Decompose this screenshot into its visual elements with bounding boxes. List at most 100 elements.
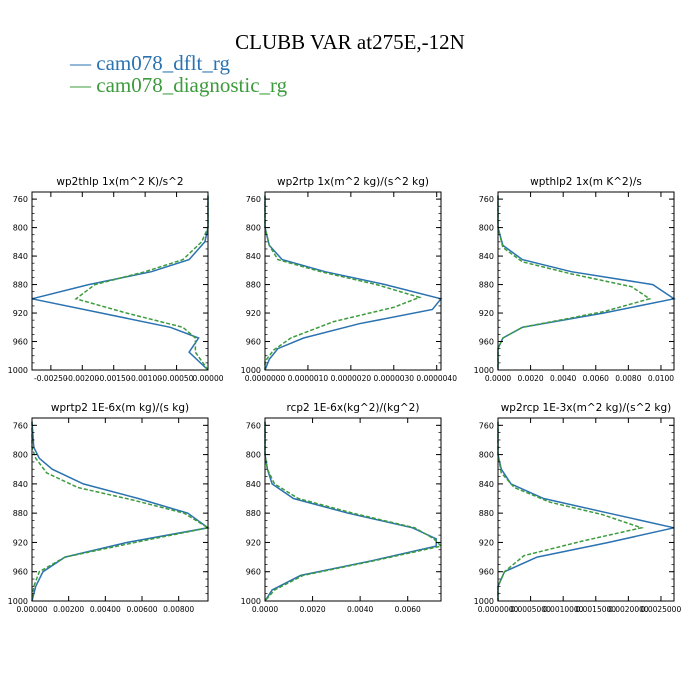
y-tick-label: 880	[246, 281, 261, 290]
y-tick-label: 1000	[241, 597, 261, 606]
series-line	[497, 195, 652, 370]
y-tick-label: 760	[246, 195, 261, 204]
x-tick-label: 0.0015000	[575, 605, 616, 614]
x-tick-label: 0.0040	[550, 374, 576, 383]
y-tick-label: 760	[13, 195, 28, 204]
x-tick-label: 0.0000040	[416, 374, 457, 383]
y-tick-label: 800	[13, 224, 28, 233]
y-tick-label: 760	[479, 195, 494, 204]
x-tick-label: 0.00400	[90, 605, 121, 614]
series-line	[31, 195, 209, 371]
y-tick-label: 800	[479, 224, 494, 233]
x-tick-label: 0.0000	[485, 374, 511, 383]
y-tick-label: 880	[246, 509, 261, 518]
x-tick-label: 0.0000030	[373, 374, 414, 383]
x-tick-label: 0.00000	[16, 605, 47, 614]
series-line	[31, 421, 210, 602]
x-tick-label: 0.00800	[163, 605, 194, 614]
x-tick-label: 0.0000010	[288, 374, 329, 383]
x-tick-label: -0.00250	[34, 374, 68, 383]
y-tick-label: 960	[13, 568, 28, 577]
x-tick-label: 0.0000000	[245, 374, 286, 383]
x-tick-label: 0.00600	[126, 605, 157, 614]
x-tick-label: 0.0000020	[331, 374, 372, 383]
series-line	[264, 195, 443, 371]
x-tick-label: -0.00100	[128, 374, 162, 383]
y-tick-label: 960	[246, 568, 261, 577]
x-tick-label: -0.00150	[97, 374, 131, 383]
x-tick-label: -0.00050	[160, 374, 194, 383]
panel-title: rcp2 1E-6x(kg^2)/(kg^2)	[287, 402, 420, 414]
panel-title: wp2rcp 1E-3x(m^2 kg)/(s^2 kg)	[501, 402, 672, 414]
y-tick-label: 800	[479, 451, 494, 460]
x-tick-label: 0.0025000	[641, 605, 682, 614]
x-tick-label: 0.0020	[517, 374, 543, 383]
y-tick-label: 1000	[8, 597, 28, 606]
y-tick-label: 840	[246, 252, 261, 261]
y-tick-label: 760	[246, 421, 261, 430]
panel-title: wp2rtp 1x(m^2 kg)/(s^2 kg)	[277, 176, 429, 188]
panel-title: wp2thlp 1x(m^2 K)/s^2	[56, 176, 183, 188]
y-tick-label: 880	[13, 281, 28, 290]
y-tick-label: 920	[13, 538, 28, 547]
panel-frame	[497, 417, 675, 602]
y-tick-label: 920	[13, 309, 28, 318]
x-tick-label: 0.0100	[648, 374, 674, 383]
x-tick-label: 0.0060	[583, 374, 609, 383]
x-tick-label: 0.00200	[53, 605, 84, 614]
y-tick-label: 920	[479, 309, 494, 318]
figure-title: CLUBB VAR at275E,-12N	[235, 30, 465, 54]
y-tick-label: 840	[13, 252, 28, 261]
x-tick-label: -0.00200	[65, 374, 99, 383]
y-tick-label: 920	[246, 538, 261, 547]
y-tick-label: 840	[479, 252, 494, 261]
panel-title: wprtp2 1E-6x(m kg)/(s kg)	[51, 402, 189, 414]
y-tick-label: 800	[246, 224, 261, 233]
x-tick-label: 0.00000	[192, 374, 223, 383]
series-line	[31, 421, 211, 602]
y-tick-label: 1000	[241, 366, 261, 375]
y-tick-label: 960	[479, 338, 494, 347]
series-line	[264, 195, 422, 370]
y-tick-label: 800	[13, 451, 28, 460]
panel-frame	[31, 191, 209, 371]
y-tick-label: 840	[13, 480, 28, 489]
x-tick-label: 0.0000	[252, 605, 278, 614]
y-tick-label: 1000	[8, 366, 28, 375]
x-tick-label: 0.0020	[299, 605, 325, 614]
y-tick-label: 960	[246, 338, 261, 347]
y-tick-label: 1000	[474, 366, 494, 375]
panel-title: wpthlp2 1x(m K^2)/s	[530, 176, 642, 188]
series-line	[497, 421, 645, 601]
x-tick-label: 0.0020000	[608, 605, 649, 614]
legend-item-diagnostic: — cam078_diagnostic_rg	[70, 73, 288, 97]
x-tick-label: 0.0000000	[478, 605, 519, 614]
legend: — cam078_dflt_rg — cam078_diagnostic_rg	[70, 52, 287, 96]
x-tick-label: 0.0005000	[510, 605, 551, 614]
y-tick-label: 960	[13, 338, 28, 347]
y-tick-label: 960	[479, 568, 494, 577]
x-tick-label: 0.0010000	[543, 605, 584, 614]
series-line	[264, 421, 443, 602]
series-line	[264, 421, 437, 602]
y-tick-label: 880	[479, 509, 494, 518]
y-tick-label: 800	[246, 451, 261, 460]
y-tick-label: 760	[479, 421, 494, 430]
panel-frame	[31, 417, 209, 602]
series-line	[497, 195, 676, 370]
y-tick-label: 920	[246, 309, 261, 318]
y-tick-label: 840	[479, 480, 494, 489]
y-tick-label: 760	[13, 421, 28, 430]
x-tick-label: 0.0060	[395, 605, 421, 614]
x-tick-label: 0.0080	[615, 374, 641, 383]
y-tick-label: 880	[479, 281, 494, 290]
panel-frame	[264, 417, 442, 602]
panel-frame	[264, 191, 442, 371]
y-tick-label: 840	[246, 480, 261, 489]
panel-frame	[497, 191, 675, 371]
legend-item-dflt: — cam078_dflt_rg	[70, 51, 231, 75]
y-tick-label: 920	[479, 538, 494, 547]
y-tick-label: 1000	[474, 597, 494, 606]
x-tick-label: 0.0040	[347, 605, 373, 614]
